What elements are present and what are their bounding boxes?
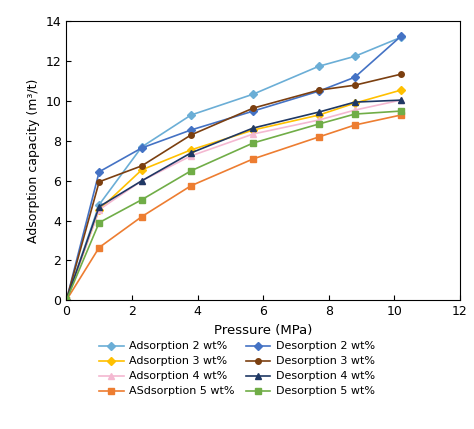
X-axis label: Pressure (MPa): Pressure (MPa) — [214, 324, 312, 337]
Legend: Adsorption 2 wt%, Adsorption 3 wt%, Adsorption 4 wt%, ASdsorption 5 wt%, Desorpt: Adsorption 2 wt%, Adsorption 3 wt%, Adso… — [96, 338, 378, 400]
Y-axis label: Adsorption capacity (m³/t): Adsorption capacity (m³/t) — [27, 79, 40, 243]
